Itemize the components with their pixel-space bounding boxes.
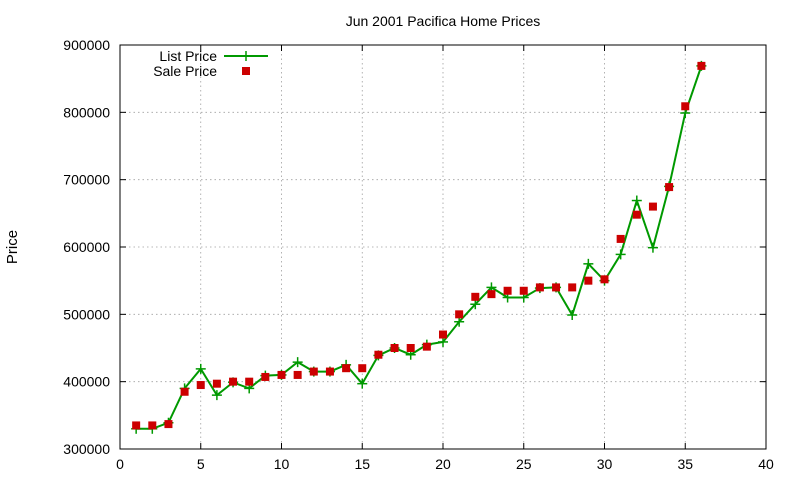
x-tick-label: 35 <box>677 456 693 472</box>
sale-price-point <box>552 283 561 292</box>
sale-price-point <box>132 421 141 430</box>
list-price-line <box>136 65 703 430</box>
y-tick-label: 300000 <box>63 441 110 457</box>
sale-price-point <box>245 377 254 386</box>
legend-swatch-sale-price-marker <box>242 67 250 75</box>
sale-price-point <box>648 202 657 211</box>
sale-price-point <box>697 61 706 70</box>
list-price-point <box>470 299 481 310</box>
sale-price-point <box>358 364 367 373</box>
list-price-point <box>631 195 642 206</box>
legend-plus-marker <box>241 51 251 61</box>
legend-swatch-list-price-marker <box>241 51 251 61</box>
sale-price-point <box>535 283 544 292</box>
sale-price-point <box>180 387 189 396</box>
list-price-point <box>647 242 658 253</box>
legend-label-sale-price: Sale Price <box>153 63 217 79</box>
list-price-point <box>438 336 448 347</box>
chart-title: Jun 2001 Pacifica Home Prices <box>346 13 541 29</box>
sale-price-point <box>568 283 577 292</box>
sale-price-point <box>681 102 690 111</box>
x-tick-label: 40 <box>758 456 774 472</box>
y-tick-label: 700000 <box>63 172 110 188</box>
x-tick-label: 5 <box>197 456 205 472</box>
sale-price-point <box>148 421 157 430</box>
sale-price-point <box>342 364 351 373</box>
sale-price-point <box>212 379 221 388</box>
series <box>131 60 707 434</box>
sale-price-point <box>600 275 609 284</box>
list-price-point <box>454 316 465 327</box>
series-sale-price <box>132 61 706 430</box>
sale-price-point <box>665 183 674 192</box>
list-price-point <box>357 378 368 389</box>
legend-label-list-price: List Price <box>159 48 217 64</box>
sale-price-point <box>455 310 464 319</box>
sale-price-point <box>471 292 480 301</box>
sale-price-point <box>487 290 496 299</box>
y-tick-labels: 300000 400000 500000 600000 700000 800000 9000… <box>63 37 110 457</box>
y-tick-label: 400000 <box>63 374 110 390</box>
sale-price-point <box>277 370 286 379</box>
sale-price-point <box>374 350 383 359</box>
sale-price-point <box>229 377 238 386</box>
y-tick-label: 900000 <box>63 37 110 53</box>
list-price-point <box>583 258 594 269</box>
x-tick-label: 30 <box>597 456 613 472</box>
list-price-point <box>195 363 206 374</box>
y-tick-label: 800000 <box>63 104 110 120</box>
sale-price-point <box>164 420 173 429</box>
sale-price-point <box>261 372 270 381</box>
list-price-point <box>292 357 303 368</box>
x-tick-label: 25 <box>516 456 532 472</box>
sale-price-point <box>439 330 447 339</box>
sale-price-point <box>584 276 593 285</box>
sale-price-point <box>390 344 399 352</box>
sale-price-point <box>325 367 334 376</box>
axis-ticks <box>119 44 767 450</box>
sale-price-point <box>422 342 431 351</box>
sale-price-point <box>196 381 205 390</box>
sale-price-point <box>293 370 302 379</box>
sale-price-point <box>632 210 641 219</box>
sale-price-point <box>519 286 528 295</box>
grid <box>120 45 766 449</box>
sale-price-point <box>309 367 318 376</box>
x-tick-label: 15 <box>354 456 370 472</box>
legend: List Price Sale Price <box>153 48 268 79</box>
sale-price-point <box>616 234 625 243</box>
list-price-point <box>615 249 626 260</box>
y-axis-label: Price <box>4 230 21 264</box>
sale-price-point <box>503 286 512 295</box>
x-tick-label: 0 <box>116 456 124 472</box>
x-tick-labels: 0 5 10 15 20 25 30 35 40 <box>116 456 774 472</box>
y-tick-label: 600000 <box>63 239 110 255</box>
list-price-point <box>211 390 222 401</box>
list-price-point <box>567 310 578 321</box>
sale-price-point <box>406 344 415 352</box>
x-tick-label: 20 <box>435 456 451 472</box>
y-tick-label: 500000 <box>63 306 110 322</box>
x-tick-label: 10 <box>274 456 290 472</box>
